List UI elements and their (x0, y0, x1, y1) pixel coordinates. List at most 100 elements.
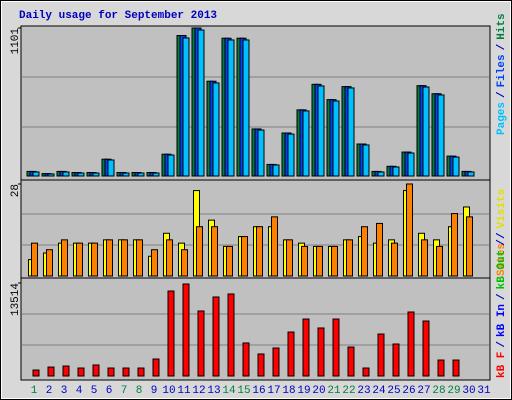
bar (406, 183, 413, 277)
bar (316, 245, 323, 277)
y-tick-label: 1101 (10, 28, 22, 55)
bar (466, 216, 473, 277)
bar (286, 239, 293, 277)
bar (166, 239, 173, 277)
bar (92, 172, 100, 177)
bar (257, 129, 265, 177)
bar (32, 369, 40, 377)
bar (76, 242, 83, 277)
x-tick-label: 28 (432, 385, 445, 397)
bar (62, 171, 70, 177)
bar (392, 343, 400, 377)
legend-separator: / (496, 341, 508, 348)
bar (302, 110, 310, 177)
bar (77, 172, 85, 177)
bar (301, 245, 308, 277)
x-tick-label: 6 (106, 385, 113, 397)
x-tick-label: 2 (46, 385, 53, 397)
x-tick-label: 26 (402, 385, 415, 397)
bar (226, 245, 233, 277)
bar (196, 226, 203, 277)
x-tick-label: 10 (162, 385, 175, 397)
bar (182, 283, 190, 377)
bar (197, 29, 205, 177)
bar (272, 347, 280, 377)
bar (376, 222, 383, 277)
bar (407, 152, 415, 177)
x-tick-label: 20 (312, 385, 325, 397)
bar (272, 164, 280, 177)
bar (152, 172, 160, 177)
x-tick-label: 23 (357, 385, 370, 397)
bar (167, 290, 175, 377)
legend-separator: / (496, 232, 508, 239)
bar (347, 87, 355, 177)
bar (332, 318, 340, 377)
legend-separator: / (496, 91, 508, 98)
bar (32, 171, 40, 177)
x-tick-label: 21 (327, 385, 341, 397)
x-tick-label: 17 (267, 385, 280, 397)
bar (62, 365, 70, 377)
bar (271, 216, 278, 277)
x-tick-label: 15 (237, 385, 250, 397)
x-tick-label: 27 (417, 385, 430, 397)
bar (211, 226, 218, 277)
bar (331, 245, 338, 277)
bar (137, 172, 145, 177)
bar (92, 364, 100, 377)
bar (392, 166, 400, 177)
bar (437, 94, 445, 177)
legend: Sites/Visits (496, 189, 508, 276)
bar (287, 331, 295, 377)
bar (241, 236, 248, 277)
bar (362, 367, 370, 377)
bar (212, 296, 220, 377)
bar (256, 226, 263, 277)
bar (136, 239, 143, 277)
bar (47, 173, 55, 177)
bar (121, 239, 128, 277)
bar (107, 159, 115, 177)
bar (317, 85, 325, 177)
legend-separator: / (496, 239, 508, 246)
legend-entry: Pages (496, 102, 508, 135)
x-tick-label: 12 (192, 385, 205, 397)
x-tick-label: 1 (31, 385, 38, 397)
bar (31, 242, 38, 277)
bar (91, 242, 98, 277)
bar (436, 245, 443, 277)
bar (332, 100, 340, 177)
bar (347, 346, 355, 377)
x-tick-label: 16 (252, 385, 265, 397)
bar (61, 239, 68, 277)
bar (242, 39, 250, 177)
bar (361, 226, 368, 277)
y-tick-label: 13514 (10, 283, 22, 316)
x-tick-label: 30 (462, 385, 475, 397)
bar (452, 156, 460, 177)
x-tick-label: 7 (121, 385, 128, 397)
bar (287, 133, 295, 177)
x-tick-label: 4 (76, 385, 83, 397)
bar (437, 359, 445, 377)
legend-entry: kB F (496, 352, 508, 378)
x-tick-label: 9 (151, 385, 158, 397)
bar (257, 353, 265, 377)
bar (467, 171, 475, 177)
bar (242, 342, 250, 377)
bar (317, 327, 325, 377)
x-tick-label: 29 (447, 385, 460, 397)
legend-entry: Hits (496, 13, 508, 39)
x-tick-label: 14 (222, 385, 236, 397)
bar (122, 367, 130, 377)
legend-entry: kB In (496, 304, 508, 337)
bar (212, 82, 220, 177)
x-tick-label: 13 (207, 385, 220, 397)
bar (377, 333, 385, 377)
bar (451, 213, 458, 277)
x-tick-label: 18 (282, 385, 295, 397)
bar (421, 239, 428, 277)
bar (107, 367, 115, 377)
